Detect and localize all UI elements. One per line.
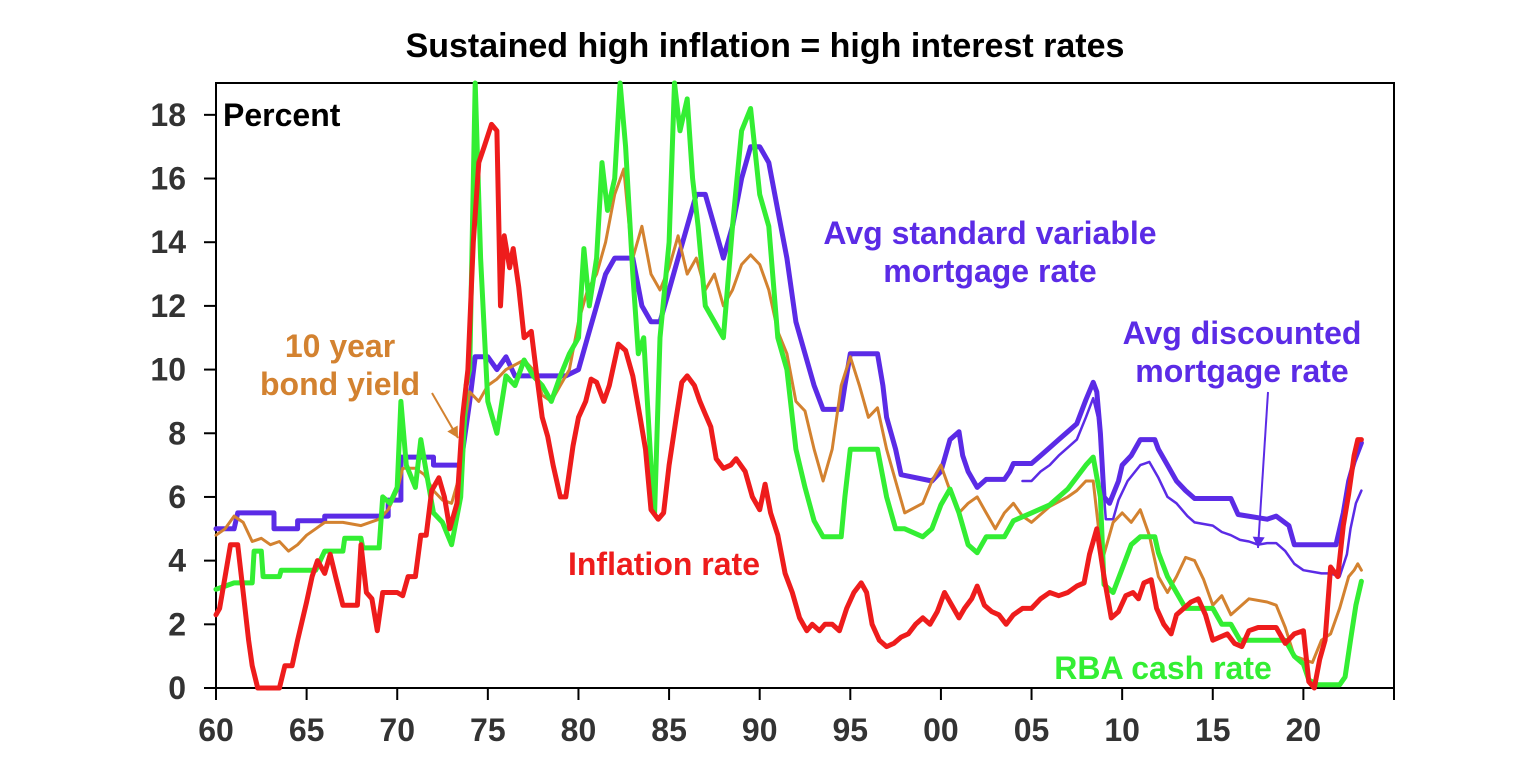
y-tick-label: 8 (168, 415, 186, 451)
y-tick-label: 10 (150, 352, 186, 388)
x-tick-label: 90 (742, 712, 778, 748)
label-10-year-bond-yield-line-2: bond yield (260, 366, 420, 402)
label-10-year-bond-yield-line-1: 10 year (285, 328, 395, 364)
plot-area-frame (215, 82, 1395, 689)
x-tick-label: 60 (198, 712, 234, 748)
y-tick-label: 14 (150, 224, 186, 260)
series-line-avg-discounted-mortgage-rate (1021, 396, 1363, 578)
label-standard-variable-mortgage-rate-line-2: mortgage rate (883, 253, 1096, 289)
y-tick-label: 16 (150, 161, 186, 197)
label-discounted-mortgage-rate-line-2: mortgage rate (1135, 353, 1348, 389)
x-tick-label: 10 (1104, 712, 1140, 748)
axis-layer: 0 2 4 6 8 10 12 14 16 18 60 65 70 75 80 85 90 95 00 05 10 15 2… (150, 97, 1395, 748)
series-line-inflation-rate (213, 121, 1364, 691)
label-inflation-rate-line-1: Inflation rate (568, 546, 760, 582)
label-rba-cash-rate-line-1: RBA cash rate (1054, 650, 1272, 686)
y-tick-label: 12 (150, 288, 186, 324)
discounted-rate-arrow-head (1252, 536, 1265, 548)
x-tick-label: 20 (1286, 712, 1322, 748)
x-tick-label: 80 (561, 712, 597, 748)
y-tick-label: 2 (168, 606, 186, 642)
x-tick-label: 15 (1195, 712, 1231, 748)
y-tick-label: 18 (150, 97, 186, 133)
bond-yield-arrow-head (447, 425, 458, 438)
x-tick-label: 00 (923, 712, 959, 748)
x-tick-label: 85 (651, 712, 687, 748)
x-tick-label: 70 (379, 712, 415, 748)
x-tick-label: 65 (289, 712, 325, 748)
label-standard-variable-mortgage-rate-line-1: Avg standard variable (823, 215, 1156, 251)
unit-label: Percent (223, 97, 341, 133)
series-layer (213, 80, 1364, 691)
y-tick-label: 4 (168, 543, 186, 579)
series-line-avg-standard-variable-mortgage-rate (213, 144, 1364, 548)
x-tick-label: 75 (470, 712, 506, 748)
x-tick-label: 95 (833, 712, 869, 748)
chart-title: Sustained high inflation = high interest… (406, 27, 1125, 65)
y-tick-label: 6 (168, 479, 186, 515)
discounted-rate-arrow (1257, 391, 1269, 549)
y-tick-label: 0 (168, 670, 186, 706)
series-line-rba-cash-rate (213, 80, 1364, 688)
x-tick-label: 05 (1014, 712, 1050, 748)
label-discounted-mortgage-rate-line-1: Avg discounted (1123, 315, 1362, 351)
